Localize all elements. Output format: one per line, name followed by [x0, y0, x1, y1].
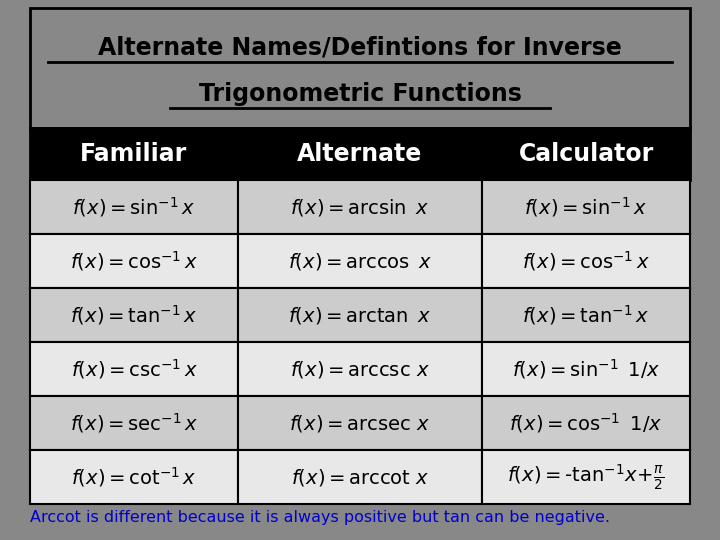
Bar — [238, 180, 482, 234]
Text: $f(x) = \mathrm{arccot}\ x$: $f(x) = \mathrm{arccot}\ x$ — [291, 467, 429, 488]
Bar — [238, 450, 482, 504]
Text: $f(x) = \sec^{-1} x$: $f(x) = \sec^{-1} x$ — [70, 411, 198, 435]
Bar — [238, 396, 482, 450]
Bar — [30, 234, 238, 288]
Text: Calculator: Calculator — [518, 142, 654, 166]
Text: $f(x) = \cos^{-1} x$: $f(x) = \cos^{-1} x$ — [70, 249, 198, 273]
Text: $f(x) = \sin^{-1} x$: $f(x) = \sin^{-1} x$ — [524, 195, 648, 219]
Bar — [30, 8, 690, 128]
Bar — [482, 396, 690, 450]
Bar — [482, 342, 690, 396]
Bar — [238, 288, 482, 342]
Text: $f(x) = \tan^{-1} x$: $f(x) = \tan^{-1} x$ — [523, 303, 649, 327]
Text: $f(x) = \mathrm{arccsc}\ x$: $f(x) = \mathrm{arccsc}\ x$ — [290, 359, 430, 380]
Text: $f(x) = \arccos\ x$: $f(x) = \arccos\ x$ — [288, 251, 432, 272]
Bar — [30, 128, 238, 180]
Text: $f(x) = \arcsin\ x$: $f(x) = \arcsin\ x$ — [290, 197, 430, 218]
Bar — [482, 288, 690, 342]
Bar — [482, 128, 690, 180]
Bar — [30, 396, 238, 450]
Text: $f(x) = \arctan\ x$: $f(x) = \arctan\ x$ — [288, 305, 432, 326]
Text: $f(x) = \sin^{-1} x$: $f(x) = \sin^{-1} x$ — [72, 195, 196, 219]
Bar — [238, 342, 482, 396]
Bar — [30, 288, 238, 342]
Text: Familiar: Familiar — [81, 142, 188, 166]
Text: Arccot is different because it is always positive but tan can be negative.: Arccot is different because it is always… — [30, 510, 610, 525]
Text: $f(x) = \sin^{-1}\ 1/x$: $f(x) = \sin^{-1}\ 1/x$ — [512, 357, 660, 381]
Bar — [482, 450, 690, 504]
Text: $f(x) = \cos^{-1}\ 1/x$: $f(x) = \cos^{-1}\ 1/x$ — [509, 411, 662, 435]
Text: $f(x) = \csc^{-1} x$: $f(x) = \csc^{-1} x$ — [71, 357, 197, 381]
Bar — [238, 234, 482, 288]
Bar — [238, 128, 482, 180]
Text: Alternate Names/Defintions for Inverse: Alternate Names/Defintions for Inverse — [98, 36, 622, 59]
Text: $f(x) = \text{-}\tan^{-1}\!x\!+\!\frac{\pi}{2}$: $f(x) = \text{-}\tan^{-1}\!x\!+\!\frac{\… — [508, 462, 665, 492]
Text: Trigonometric Functions: Trigonometric Functions — [199, 83, 521, 106]
Text: $f(x) = \cot^{-1} x$: $f(x) = \cot^{-1} x$ — [71, 465, 197, 489]
Bar — [30, 342, 238, 396]
Text: $f(x) = \cos^{-1} x$: $f(x) = \cos^{-1} x$ — [522, 249, 650, 273]
Bar — [482, 234, 690, 288]
Bar — [30, 450, 238, 504]
Bar — [30, 180, 238, 234]
Text: $f(x) = \tan^{-1} x$: $f(x) = \tan^{-1} x$ — [71, 303, 197, 327]
Text: Alternate: Alternate — [297, 142, 423, 166]
Bar — [482, 180, 690, 234]
Text: $f(x) = \mathrm{arcsec}\ x$: $f(x) = \mathrm{arcsec}\ x$ — [289, 413, 431, 434]
